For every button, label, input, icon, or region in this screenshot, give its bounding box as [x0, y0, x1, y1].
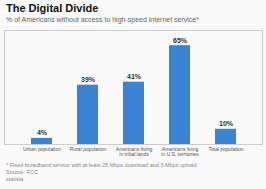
html-text:Source: FCC: Source: FCC	[6, 169, 38, 175]
svg-text:39%: 39%	[81, 76, 96, 83]
svg-text:Americans livingin tribal land: Americans livingin tribal lands	[116, 146, 153, 157]
html-text:The Digital Divide: The Digital Divide	[6, 2, 99, 14]
html-text:statista: statista	[6, 176, 24, 182]
html-text:% of Americans without access: % of Americans without access to high-sp…	[6, 16, 199, 23]
svg-text:Americans livingin U.S. territ: Americans livingin U.S. territories	[161, 146, 199, 157]
svg-text:41%: 41%	[127, 73, 142, 80]
svg-text:Urban population: Urban population	[23, 146, 61, 152]
html-text:* Fixed broadband service with: * Fixed broadband service with at least …	[6, 162, 197, 168]
svg-text:10%: 10%	[219, 120, 234, 127]
svg-text:4%: 4%	[37, 129, 48, 136]
svg-text:Total population: Total population	[208, 146, 243, 152]
svg-text:Rural population: Rural population	[70, 146, 107, 152]
svg-text:65%: 65%	[173, 37, 188, 44]
